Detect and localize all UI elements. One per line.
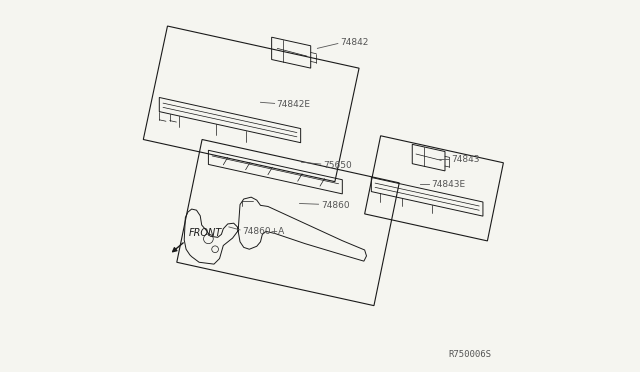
Text: 74843E: 74843E (431, 180, 465, 189)
Text: 75650: 75650 (323, 161, 352, 170)
Text: 74842: 74842 (340, 38, 369, 47)
Text: 74860: 74860 (321, 201, 349, 210)
Text: 74860+A: 74860+A (242, 227, 284, 236)
Text: R750006S: R750006S (448, 350, 491, 359)
Text: FRONT: FRONT (189, 228, 222, 238)
Text: 74842E: 74842E (276, 100, 310, 109)
Text: 74843: 74843 (451, 155, 479, 164)
